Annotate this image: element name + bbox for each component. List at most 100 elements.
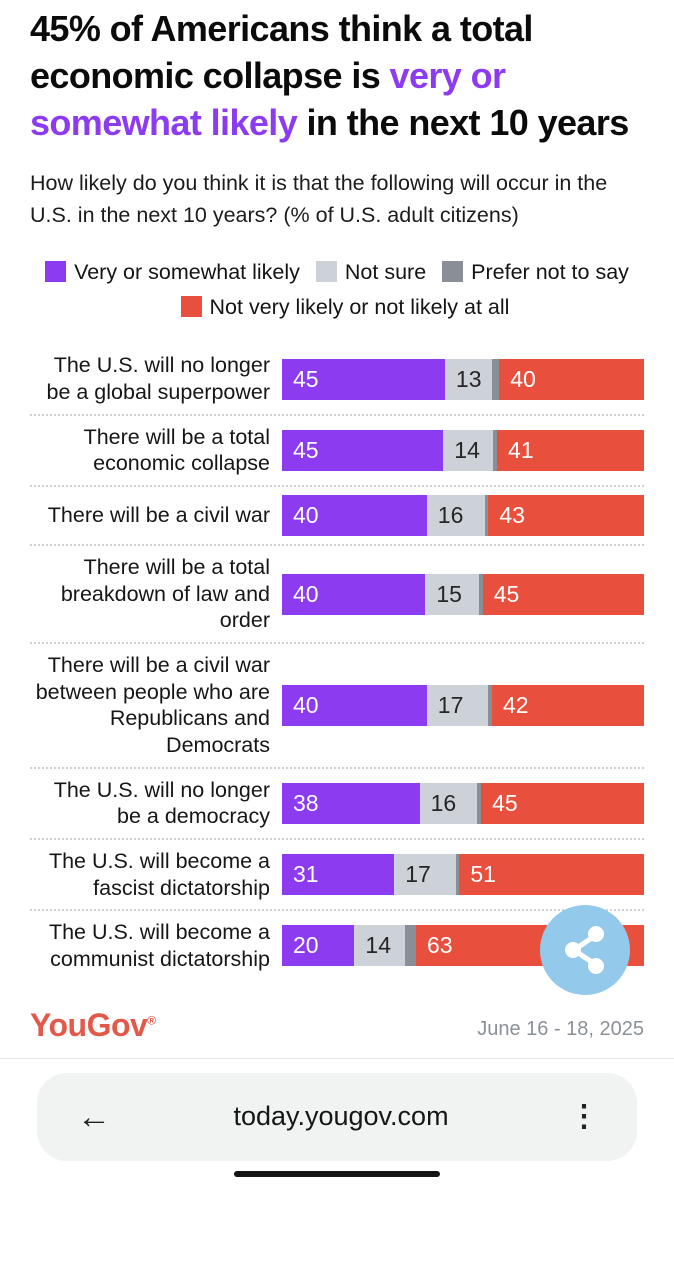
- page-title: 45% of Americans think a total economic …: [30, 6, 636, 146]
- segment-prefer-not-to-say: [488, 684, 492, 726]
- segment-value: 13: [455, 365, 482, 392]
- segment-value: 51: [470, 861, 496, 888]
- segment-value: 20: [293, 932, 319, 959]
- segment-likely: 45: [282, 358, 445, 400]
- chart-row: The U.S. will become a fascist dictators…: [30, 837, 644, 909]
- legend-item-not-likely: Not very likely or not likely at all: [165, 294, 510, 319]
- yougov-logo: YouGov®: [30, 1007, 156, 1044]
- segment-not-sure: 15: [425, 573, 480, 615]
- row-category-label: The U.S. will no longer be a democracy: [53, 777, 270, 829]
- fieldwork-dates: June 16 - 18, 2025: [477, 1017, 644, 1040]
- home-indicator[interactable]: [234, 1170, 440, 1177]
- segment-value: 63: [426, 932, 453, 959]
- segment-prefer-not-to-say: [493, 429, 498, 471]
- segment-likely: 31: [282, 854, 395, 896]
- segment-not-likely: 41: [497, 429, 644, 471]
- stacked-bar: 40 16 43: [282, 495, 644, 537]
- segment-prefer-not-to-say: [405, 925, 416, 967]
- row-category-label: There will be a total breakdown of law a…: [60, 555, 270, 633]
- segment-value: 14: [454, 436, 480, 463]
- segment-value: 40: [510, 365, 536, 392]
- segment-not-sure: 16: [419, 782, 478, 824]
- segment-value: 45: [493, 580, 520, 607]
- stacked-bar: 45 13 40: [282, 358, 644, 400]
- share-button[interactable]: [540, 904, 630, 995]
- segment-value: 41: [508, 436, 534, 463]
- chart-legend: Very or somewhat likely Not sure Prefer no…: [30, 255, 644, 325]
- segment-prefer-not-to-say: [491, 358, 500, 400]
- segment-value: 42: [502, 691, 529, 718]
- chart-subtitle-question: How likely do you think it is that the f…: [30, 171, 608, 227]
- legend-label: Very or somewhat likely: [74, 259, 300, 284]
- stacked-bar: 45 14 41: [282, 429, 644, 471]
- segment-value: 45: [293, 436, 319, 463]
- segment-prefer-not-to-say: [479, 573, 483, 615]
- legend-swatch-prefer-not-to-say-icon: [442, 260, 464, 282]
- browser-menu-button[interactable]: ⋮: [565, 1099, 603, 1133]
- stacked-bar: 40 17 42: [282, 684, 644, 726]
- legend-label: Prefer not to say: [471, 259, 629, 284]
- segment-not-likely: 51: [459, 854, 644, 896]
- chart-row: There will be a total economic collapse 4…: [30, 413, 644, 485]
- yougov-logo-text: YouGov: [30, 1006, 148, 1043]
- segment-prefer-not-to-say: [455, 854, 460, 896]
- url-text[interactable]: today.yougov.com: [233, 1101, 449, 1132]
- row-category-label: There will be a total economic collapse: [83, 424, 270, 476]
- segment-not-sure: 13: [444, 358, 492, 400]
- legend-swatch-not-likely-icon: [180, 295, 202, 317]
- title-text-highlight: very or somewhat likely: [30, 54, 506, 143]
- kebab-menu-icon: ⋮: [569, 1099, 599, 1133]
- segment-not-likely: 45: [482, 573, 644, 615]
- segment-likely: 45: [282, 429, 444, 471]
- chart-row: The U.S. will no longer be a global supe…: [30, 344, 644, 413]
- stacked-bar: 40 15 45: [282, 573, 644, 615]
- segment-not-likely: 45: [481, 782, 644, 824]
- segment-value: 31: [293, 861, 319, 888]
- chart-row: There will be a civil war between people…: [30, 641, 644, 767]
- segment-value: 17: [405, 861, 431, 888]
- title-text-post: in the next 10 years: [297, 101, 630, 143]
- segment-not-likely: 40: [499, 358, 644, 400]
- chart-footer: YouGov® June 16 - 18, 2025: [30, 1007, 644, 1044]
- title-text-pre: 45% of Americans think a total economic …: [30, 8, 533, 96]
- stacked-bar: 31 17 51: [282, 854, 644, 896]
- segment-value: 16: [437, 502, 464, 529]
- segment-not-sure: 16: [426, 495, 485, 537]
- back-button[interactable]: ←: [71, 1100, 117, 1134]
- browser-url-bar[interactable]: ← today.yougov.com ⋮: [37, 1072, 637, 1161]
- segment-likely: 40: [282, 573, 426, 615]
- segment-not-sure: 14: [354, 925, 406, 967]
- row-category-label: The U.S. will become a fascist dictators…: [48, 848, 270, 900]
- row-category-label: There will be a civil war: [47, 503, 270, 528]
- segment-prefer-not-to-say: [477, 782, 482, 824]
- segment-value: 14: [365, 932, 391, 959]
- legend-label: Not sure: [344, 259, 427, 284]
- share-icon: [565, 925, 604, 974]
- chart-row: The U.S. will no longer be a democracy 38…: [30, 766, 644, 838]
- segment-likely: 40: [282, 684, 427, 726]
- registered-mark: ®: [147, 1012, 156, 1027]
- segment-value: 40: [293, 580, 319, 607]
- chart-row: The U.S. will become a communist dictato…: [30, 909, 644, 980]
- legend-item-likely: Very or somewhat likely: [45, 260, 300, 284]
- segment-prefer-not-to-say: [484, 495, 489, 537]
- segment-not-sure: 14: [443, 429, 494, 471]
- legend-swatch-not-sure-icon: [315, 260, 337, 282]
- segment-value: 43: [499, 502, 525, 529]
- stacked-bar-chart: The U.S. will no longer be a global supe…: [30, 344, 644, 995]
- row-category-label: The U.S. will become a communist dictato…: [48, 920, 270, 971]
- stacked-bar: 38 16 45: [282, 782, 644, 824]
- legend-label: Not very likely or not likely at all: [209, 294, 510, 319]
- chart-rows: The U.S. will no longer be a global supe…: [30, 344, 644, 980]
- legend-item-not-sure: Not sure: [300, 260, 426, 284]
- segment-value: 16: [430, 789, 457, 816]
- article-page: 45% of Americans think a total economic …: [30, 6, 644, 1044]
- segment-value: 45: [293, 365, 319, 392]
- segment-not-likely: 43: [488, 495, 644, 537]
- legend-swatch-likely-icon: [45, 260, 67, 282]
- segment-value: 15: [436, 580, 462, 607]
- back-arrow-icon: ←: [77, 1097, 111, 1136]
- legend-item-prefer-not-to-say: Prefer not to say: [426, 260, 629, 284]
- chart-row: There will be a total breakdown of law a…: [30, 544, 644, 642]
- row-category-label: The U.S. will no longer be a global supe…: [46, 353, 270, 405]
